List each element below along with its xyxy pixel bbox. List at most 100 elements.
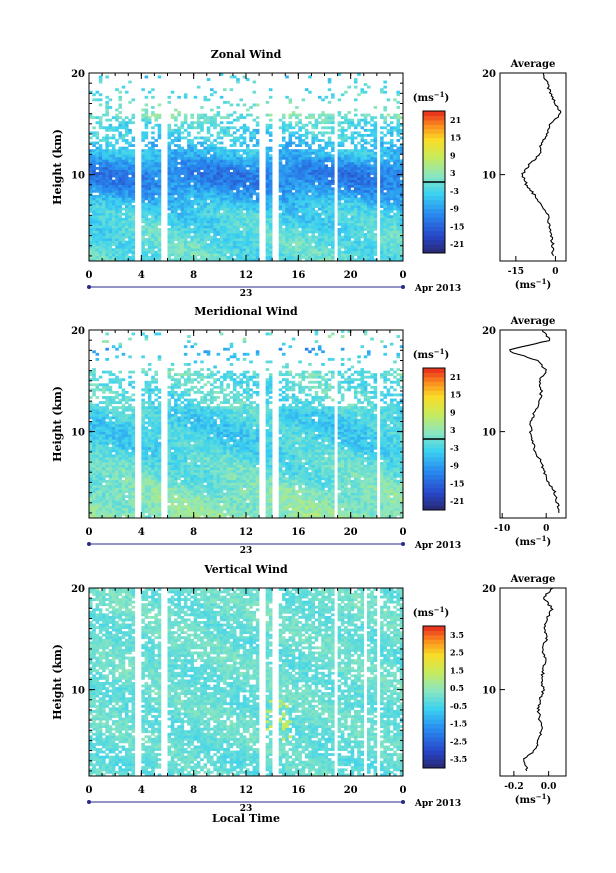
heatmap-cell bbox=[108, 222, 113, 226]
heatmap-cell bbox=[301, 169, 306, 173]
x-tick-label: 8 bbox=[190, 270, 197, 281]
heatmap-cell bbox=[92, 255, 96, 259]
heatmap-cell bbox=[288, 141, 293, 145]
heatmap-cell bbox=[393, 156, 397, 160]
heatmap-cell bbox=[144, 179, 149, 183]
heatmap-cell bbox=[200, 245, 204, 249]
heatmap-cell bbox=[92, 156, 96, 160]
heatmap-cell bbox=[206, 243, 211, 247]
heatmap-cell bbox=[353, 167, 358, 170]
heatmap-cell bbox=[288, 245, 293, 249]
heatmap-cell bbox=[340, 210, 345, 214]
heatmap-cell bbox=[285, 141, 289, 145]
heatmap-cell bbox=[396, 230, 401, 234]
heatmap-cell bbox=[357, 192, 361, 196]
heatmap-cell bbox=[340, 167, 345, 170]
heatmap-cell bbox=[301, 205, 306, 208]
heatmap-cell bbox=[324, 238, 329, 241]
heatmap-cell bbox=[128, 161, 132, 165]
heatmap-cell bbox=[167, 95, 172, 99]
heatmap-cell bbox=[249, 187, 253, 191]
heatmap-cell bbox=[193, 197, 198, 201]
heatmap-cell bbox=[108, 398, 113, 402]
heatmap-cell bbox=[206, 179, 211, 183]
heatmap-cell bbox=[151, 253, 155, 257]
heatmap-cell bbox=[236, 222, 240, 226]
heatmap-cell bbox=[252, 169, 257, 173]
heatmap-cell bbox=[337, 169, 342, 173]
heatmap-cell bbox=[226, 210, 230, 214]
heatmap-cell bbox=[278, 233, 283, 236]
heatmap-cell bbox=[360, 189, 365, 193]
heatmap-cell bbox=[308, 245, 312, 249]
heatmap-cell bbox=[396, 106, 401, 109]
heatmap-cell bbox=[383, 192, 387, 196]
heatmap-cell bbox=[92, 507, 96, 511]
heatmap-cell bbox=[180, 136, 185, 140]
heatmap-cell bbox=[285, 227, 289, 231]
heatmap-cell bbox=[105, 207, 109, 211]
heatmap-cell bbox=[203, 156, 208, 160]
colorbar-segment bbox=[423, 119, 445, 125]
heatmap-cell bbox=[111, 154, 116, 158]
heatmap-cell bbox=[102, 113, 106, 117]
heatmap-cell bbox=[180, 207, 185, 211]
heatmap-cell bbox=[327, 139, 332, 142]
heatmap-cell bbox=[92, 184, 96, 188]
heatmap-cell bbox=[252, 149, 257, 153]
heatmap-cell bbox=[389, 258, 394, 262]
heatmap-cell bbox=[180, 233, 185, 236]
heatmap-cell bbox=[367, 194, 371, 198]
heatmap-cell bbox=[249, 184, 253, 188]
heatmap-cell bbox=[353, 225, 358, 229]
heatmap-cell bbox=[118, 250, 123, 254]
heatmap-cell bbox=[327, 141, 332, 145]
heatmap-cell bbox=[157, 136, 162, 140]
heatmap-cell bbox=[301, 189, 306, 193]
heatmap-cell bbox=[255, 227, 260, 231]
heatmap-cell bbox=[350, 243, 355, 247]
heatmap-cell bbox=[265, 205, 270, 208]
heatmap-cell bbox=[393, 161, 397, 165]
heatmap-cell bbox=[396, 123, 401, 127]
heatmap-cell bbox=[327, 80, 332, 84]
heatmap-cell bbox=[350, 248, 355, 252]
heatmap-cell bbox=[347, 179, 351, 183]
heatmap-cell bbox=[121, 161, 126, 165]
heatmap-cell bbox=[115, 164, 119, 168]
heatmap-cell bbox=[239, 220, 244, 224]
heatmap-cell bbox=[118, 149, 123, 153]
heatmap-cell bbox=[295, 169, 299, 173]
heatmap-cell bbox=[324, 146, 329, 150]
heatmap-cell bbox=[399, 243, 404, 247]
heatmap-cell bbox=[180, 179, 185, 183]
heatmap-cell bbox=[380, 139, 384, 142]
heatmap-cell bbox=[255, 161, 260, 165]
heatmap-cell bbox=[298, 222, 302, 226]
heatmap-cell bbox=[108, 484, 113, 488]
heatmap-cell bbox=[177, 248, 181, 252]
heatmap-cell bbox=[128, 144, 132, 147]
heatmap-cell bbox=[340, 235, 345, 239]
heatmap-cell bbox=[144, 258, 149, 262]
heatmap-cell bbox=[210, 220, 214, 224]
heatmap-cell bbox=[281, 136, 286, 140]
heatmap-cell bbox=[219, 212, 224, 216]
heatmap-cell bbox=[367, 258, 371, 262]
heatmap-cell bbox=[340, 205, 345, 208]
heatmap-cell bbox=[170, 113, 175, 117]
heatmap-cell bbox=[347, 222, 351, 226]
heatmap-cell bbox=[95, 424, 100, 427]
heatmap-cell bbox=[147, 205, 152, 208]
heatmap-cell bbox=[177, 146, 181, 150]
heatmap-cell bbox=[141, 215, 145, 219]
heatmap-cell bbox=[265, 123, 270, 127]
heatmap-cell bbox=[301, 217, 306, 221]
heatmap-cell bbox=[298, 230, 302, 234]
heatmap-cell bbox=[278, 200, 283, 203]
heatmap-cell bbox=[200, 123, 204, 127]
heatmap-cell bbox=[213, 230, 217, 234]
heatmap-cell bbox=[89, 416, 93, 420]
heatmap-cell bbox=[170, 164, 175, 168]
heatmap-cell bbox=[340, 238, 345, 241]
